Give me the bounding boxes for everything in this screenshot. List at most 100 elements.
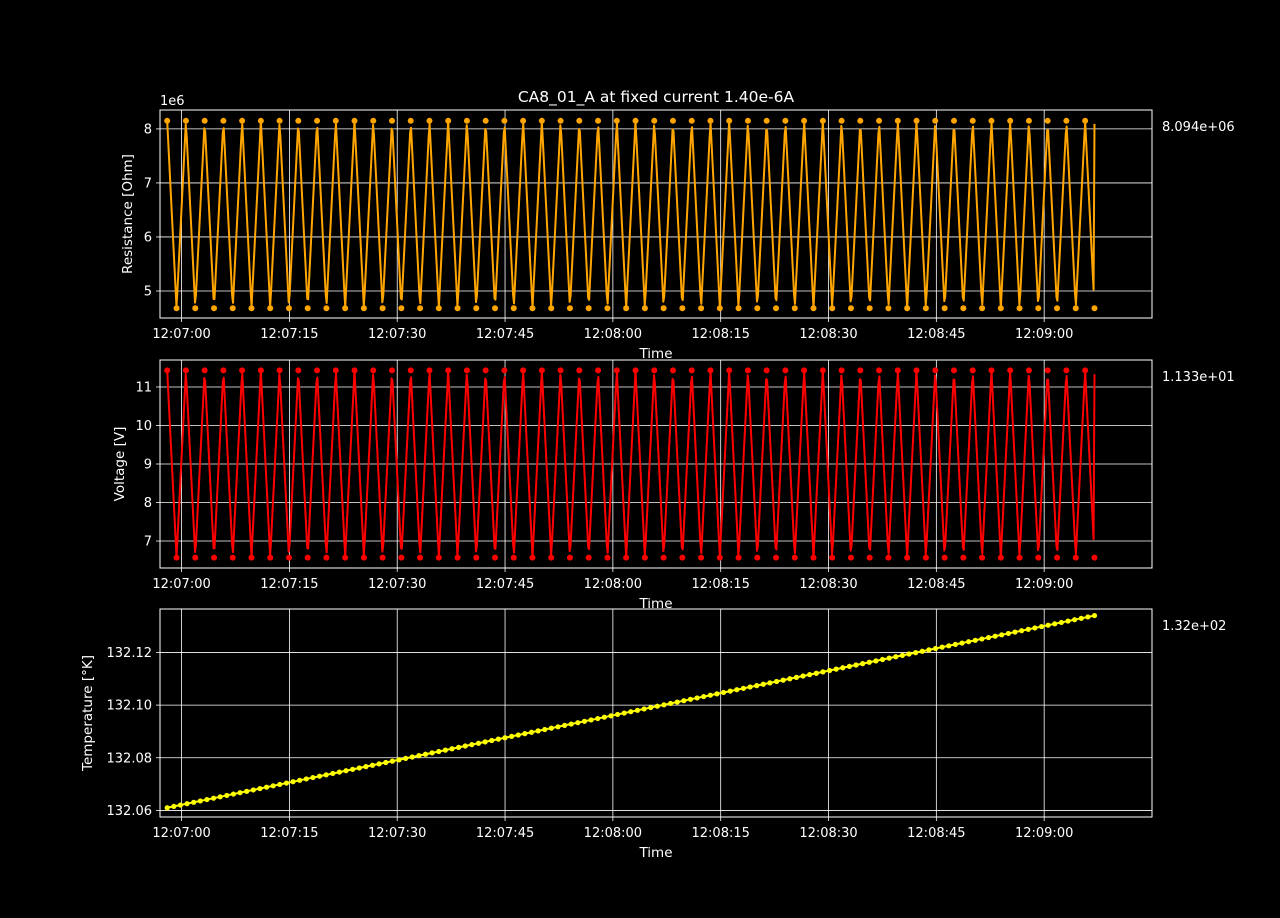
voltage-x-tick-label: 12:08:15 xyxy=(692,577,750,592)
temperature-axes-frame xyxy=(159,608,1153,818)
voltage-point xyxy=(969,367,976,374)
resistance-point xyxy=(267,305,274,312)
temperature-point xyxy=(403,755,409,761)
resistance-point xyxy=(932,117,939,124)
resistance-panel: 12:07:00 12:07:15 12:07:30 12:07:45 12:08:00… xyxy=(120,94,1235,362)
temperature-x-tick-label: 12:08:15 xyxy=(692,826,750,841)
temperature-point xyxy=(840,665,846,671)
voltage-point xyxy=(407,367,414,374)
resistance-point xyxy=(744,117,751,124)
voltage-point xyxy=(473,554,480,561)
temperature-point xyxy=(230,791,237,797)
temperature-point xyxy=(773,678,780,685)
temperature-point xyxy=(456,744,462,750)
temperature-point xyxy=(475,740,482,746)
resistance-point xyxy=(510,305,517,312)
temperature-point xyxy=(701,693,707,700)
temperature-x-tick-label: 12:07:15 xyxy=(260,826,318,841)
temperature-point xyxy=(581,718,588,724)
temperature-point xyxy=(767,680,773,686)
temperature-point xyxy=(277,781,283,788)
resistance-point xyxy=(182,117,189,124)
voltage-x-tick-label: 12:08:45 xyxy=(907,577,965,592)
temperature-point xyxy=(1052,621,1058,627)
voltage-y-tick-label: 7 xyxy=(144,535,152,550)
temperature-point xyxy=(217,794,223,800)
resistance-point xyxy=(623,305,630,312)
resistance-point xyxy=(529,305,536,312)
temperature-point xyxy=(442,747,448,753)
temperature-point xyxy=(879,656,886,663)
voltage-point xyxy=(735,554,742,561)
temperature-point xyxy=(873,658,879,664)
resistance-point xyxy=(201,117,208,124)
temperature-point xyxy=(436,748,442,755)
resistance-point xyxy=(548,305,555,312)
voltage-point xyxy=(707,367,714,374)
resistance-x-tick-label: 12:07:45 xyxy=(476,327,534,342)
resistance-point xyxy=(716,305,723,312)
temperature-point xyxy=(542,726,548,733)
resistance-point xyxy=(791,305,798,312)
voltage-point xyxy=(773,554,780,561)
resistance-point xyxy=(370,117,377,124)
voltage-x-tick-label: 12:09:00 xyxy=(1015,577,1073,592)
voltage-x-axis-label: Time xyxy=(638,596,672,612)
voltage-point xyxy=(276,367,283,374)
temperature-point xyxy=(813,670,819,676)
resistance-point xyxy=(913,117,920,124)
resistance-point xyxy=(473,305,480,312)
resistance-point xyxy=(520,117,527,124)
temperature-point xyxy=(1019,628,1025,634)
temperature-point xyxy=(919,648,925,654)
temperature-point xyxy=(562,722,568,729)
resistance-point xyxy=(332,117,339,124)
temperature-x-tick-label: 12:08:30 xyxy=(799,826,857,841)
resistance-point xyxy=(220,117,227,124)
temperature-point xyxy=(667,700,674,707)
resistance-point xyxy=(1035,305,1042,312)
temperature-point xyxy=(369,762,376,768)
temperature-point xyxy=(694,695,700,701)
voltage-point xyxy=(267,554,274,561)
resistance-point xyxy=(950,117,957,124)
voltage-point xyxy=(866,554,873,561)
resistance-point xyxy=(538,117,545,124)
resistance-point xyxy=(988,117,995,124)
temperature-x-tick-label: 12:07:30 xyxy=(368,826,426,841)
voltage-point xyxy=(557,367,564,374)
temperature-point xyxy=(654,703,660,709)
resistance-x-tick-label: 12:07:15 xyxy=(260,327,318,342)
resistance-point xyxy=(801,117,808,124)
resistance-point xyxy=(819,117,826,124)
resistance-point xyxy=(417,305,424,312)
voltage-last-value-annotation: 1.133e+01 xyxy=(1162,370,1235,385)
voltage-y-axis-label: Voltage [V] xyxy=(112,427,128,502)
voltage-point xyxy=(950,367,957,374)
voltage-point xyxy=(538,367,545,374)
voltage-point xyxy=(398,554,405,561)
temperature-point xyxy=(257,785,263,792)
voltage-point xyxy=(454,554,461,561)
temperature-point xyxy=(985,634,992,641)
temperature-point xyxy=(893,654,899,660)
voltage-point xyxy=(482,367,489,374)
temperature-point xyxy=(906,651,912,657)
voltage-point xyxy=(1044,367,1051,374)
temperature-point xyxy=(674,699,680,705)
voltage-point xyxy=(388,367,395,374)
temperature-point xyxy=(780,677,786,683)
temperature-point xyxy=(913,650,919,656)
resistance-point xyxy=(613,117,620,124)
resistance-point xyxy=(435,305,442,312)
temperature-point xyxy=(800,673,806,679)
voltage-point xyxy=(988,367,995,374)
temperature-point xyxy=(648,704,654,711)
resistance-point xyxy=(229,305,236,312)
resistance-point xyxy=(847,305,854,312)
temperature-point xyxy=(1012,629,1018,635)
temperature-point xyxy=(1032,625,1038,631)
temperature-point xyxy=(714,691,720,697)
voltage-point xyxy=(323,554,330,561)
voltage-x-tick-label: 12:07:30 xyxy=(368,577,426,592)
